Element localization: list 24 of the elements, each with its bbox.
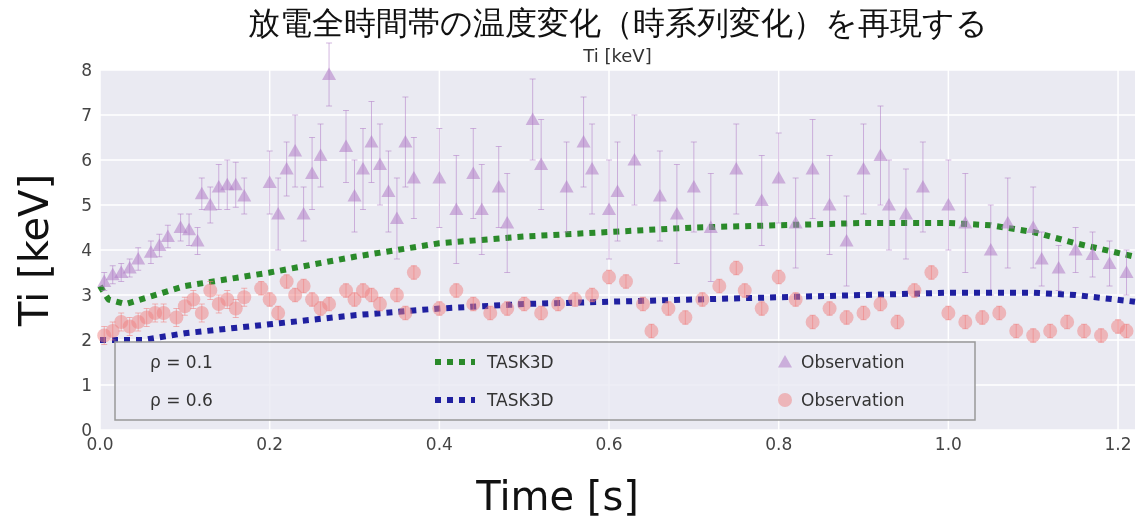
legend-label: Observation (801, 390, 905, 410)
y-tick-label: 1 (81, 375, 92, 395)
x-tick-label: 1.2 (1104, 434, 1132, 454)
x-tick-label: 1.0 (934, 434, 962, 454)
y-tick-label: 3 (81, 285, 92, 305)
chart-subtitle: Ti [keV] (582, 45, 652, 66)
y-tick-label: 4 (81, 240, 92, 260)
x-tick-label: 0.8 (765, 434, 793, 454)
annotation: ρ = 0.6 (150, 390, 213, 410)
legend-label: TASK3D (486, 390, 554, 410)
y-tick-label: 6 (81, 150, 92, 170)
x-tick-label: 0.6 (595, 434, 623, 454)
annotation: ρ = 0.1 (150, 352, 213, 372)
x-tick-label: 0.2 (256, 434, 284, 454)
x-axis-title: Time [s] (475, 473, 639, 519)
y-tick-label: 7 (81, 105, 92, 125)
x-tick-label: 0.4 (425, 434, 453, 454)
y-tick-label: 8 (81, 60, 92, 80)
chart-title: 放電全時間帯の温度変化（時系列変化）を再現する (247, 4, 988, 42)
y-tick-label: 2 (81, 330, 92, 350)
legend-label: Observation (801, 352, 905, 372)
y-axis-title: Ti [keV] (11, 174, 57, 327)
y-tick-label: 5 (81, 195, 92, 215)
legend-label: TASK3D (486, 352, 554, 372)
